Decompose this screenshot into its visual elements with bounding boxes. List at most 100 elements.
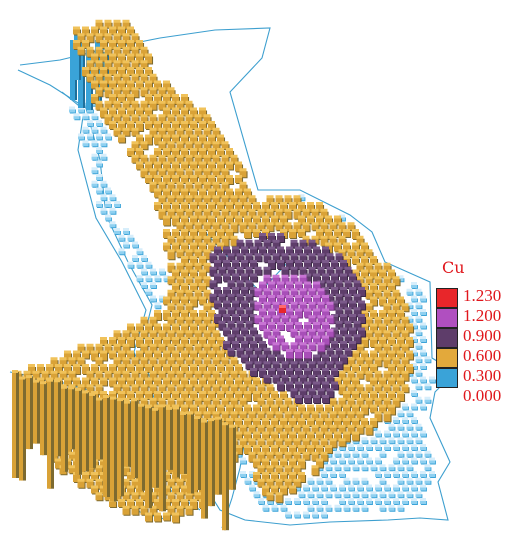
grade-block-high xyxy=(277,368,286,378)
legend-swatch-magenta xyxy=(436,308,458,328)
grade-block-high xyxy=(344,293,353,304)
grade-block-mid xyxy=(347,397,356,408)
grade-block-mid xyxy=(136,377,145,388)
grade-block-mid xyxy=(235,445,244,455)
grade-block-mid xyxy=(217,175,226,184)
grade-block-mid xyxy=(127,350,136,360)
grade-block-mid xyxy=(154,202,163,211)
grade-block-mid xyxy=(176,208,185,219)
grade-block-high xyxy=(299,388,308,399)
grade-block-very-high xyxy=(254,315,263,325)
grade-block-mid xyxy=(388,377,397,387)
grade-block-mid xyxy=(257,438,266,448)
grade-block-mid xyxy=(127,148,136,157)
grade-block-very-high xyxy=(272,342,281,352)
grade-block-high xyxy=(218,253,227,264)
grade-block-mid xyxy=(298,229,307,238)
grade-block-mid xyxy=(239,208,248,218)
grade-block-high xyxy=(331,260,340,269)
grade-block-mid xyxy=(365,289,374,300)
grade-block-high xyxy=(241,246,250,256)
grade-block-mid xyxy=(167,208,176,219)
grade-block-mid xyxy=(163,296,172,306)
grade-block-high xyxy=(227,280,236,290)
grade-block-mid xyxy=(370,364,379,373)
grade-block-mid xyxy=(397,377,406,387)
grade-block-mid xyxy=(91,94,100,104)
grade-block-high xyxy=(259,246,268,256)
grade-block-mid xyxy=(176,154,185,164)
grade-block-mid xyxy=(122,19,131,30)
grade-block-very-high xyxy=(304,281,313,292)
grade-block-mid xyxy=(194,343,203,354)
grade-block-high xyxy=(232,260,241,269)
grade-block-high xyxy=(232,300,241,311)
grade-block-mid xyxy=(172,512,181,524)
grade-block-high xyxy=(223,300,232,310)
grade-block-low xyxy=(316,491,324,499)
grade-block-mid xyxy=(311,465,320,477)
grade-block-high xyxy=(245,293,254,303)
grade-block-high xyxy=(263,239,272,249)
grade-block-low xyxy=(96,174,103,181)
grade-block-very-high xyxy=(290,315,299,326)
grade-block-very-high xyxy=(290,342,299,353)
grade-block-mid xyxy=(127,391,136,400)
grade-block-mid xyxy=(392,289,401,300)
grade-block-mid xyxy=(356,262,365,272)
grade-block-mid xyxy=(190,404,199,415)
grade-block-mid xyxy=(356,411,365,422)
grade-block-mid xyxy=(104,19,113,29)
grade-block-mid xyxy=(316,431,325,441)
grade-block-low xyxy=(87,133,94,141)
grade-block-high xyxy=(214,246,223,256)
legend-swatch-dark-purple xyxy=(436,328,458,348)
grade-block-mid xyxy=(280,391,289,400)
grade-block-mid xyxy=(181,121,190,131)
grade-block-high xyxy=(268,354,277,365)
grade-block-mid xyxy=(217,188,226,199)
legend-swatch-cyan xyxy=(436,368,458,388)
grade-block-mid xyxy=(406,323,415,334)
grade-block-low xyxy=(411,417,418,424)
grade-block-mid xyxy=(154,148,163,157)
grade-block-mid xyxy=(172,337,181,346)
grade-block-mid xyxy=(203,289,212,300)
grade-block-high xyxy=(263,361,272,371)
grade-block-low xyxy=(96,120,103,127)
grade-block-high xyxy=(295,395,304,404)
grade-block-low xyxy=(361,504,369,512)
grade-block-low xyxy=(366,498,373,505)
grade-block-low xyxy=(343,450,351,458)
grade-block-low xyxy=(429,471,436,478)
grade-block-very-high xyxy=(268,295,277,305)
grade-block-very-high xyxy=(290,301,299,311)
grade-block-mid xyxy=(365,276,374,286)
grade-block-mid xyxy=(145,337,154,347)
grade-block-low xyxy=(406,410,414,418)
grade-column-mid xyxy=(173,406,180,478)
grade-block-low xyxy=(379,464,387,472)
grade-block-low xyxy=(109,194,117,202)
grade-block-high xyxy=(259,233,268,242)
grade-block-high xyxy=(227,334,236,345)
grade-block-mid xyxy=(212,168,221,178)
grade-block-mid xyxy=(176,222,185,232)
grade-block-mid xyxy=(154,323,163,334)
grade-block-low xyxy=(397,477,405,485)
grade-block-mid xyxy=(235,418,244,428)
grade-block-mid xyxy=(176,195,185,205)
grade-block-mid xyxy=(212,127,221,138)
grade-block-mid xyxy=(167,114,176,124)
grade-block-mid xyxy=(163,242,172,252)
grade-block-mid xyxy=(356,235,365,246)
grade-block-mid xyxy=(284,424,293,435)
grade-block-low xyxy=(397,410,405,418)
grade-block-mid xyxy=(163,161,172,172)
grade-block-mid xyxy=(379,296,388,307)
grade-block-low xyxy=(429,376,436,384)
grade-block-mid xyxy=(230,154,239,165)
grade-block-mid xyxy=(158,357,167,368)
grade-block-mid xyxy=(325,431,334,441)
grade-block-low xyxy=(307,477,315,485)
